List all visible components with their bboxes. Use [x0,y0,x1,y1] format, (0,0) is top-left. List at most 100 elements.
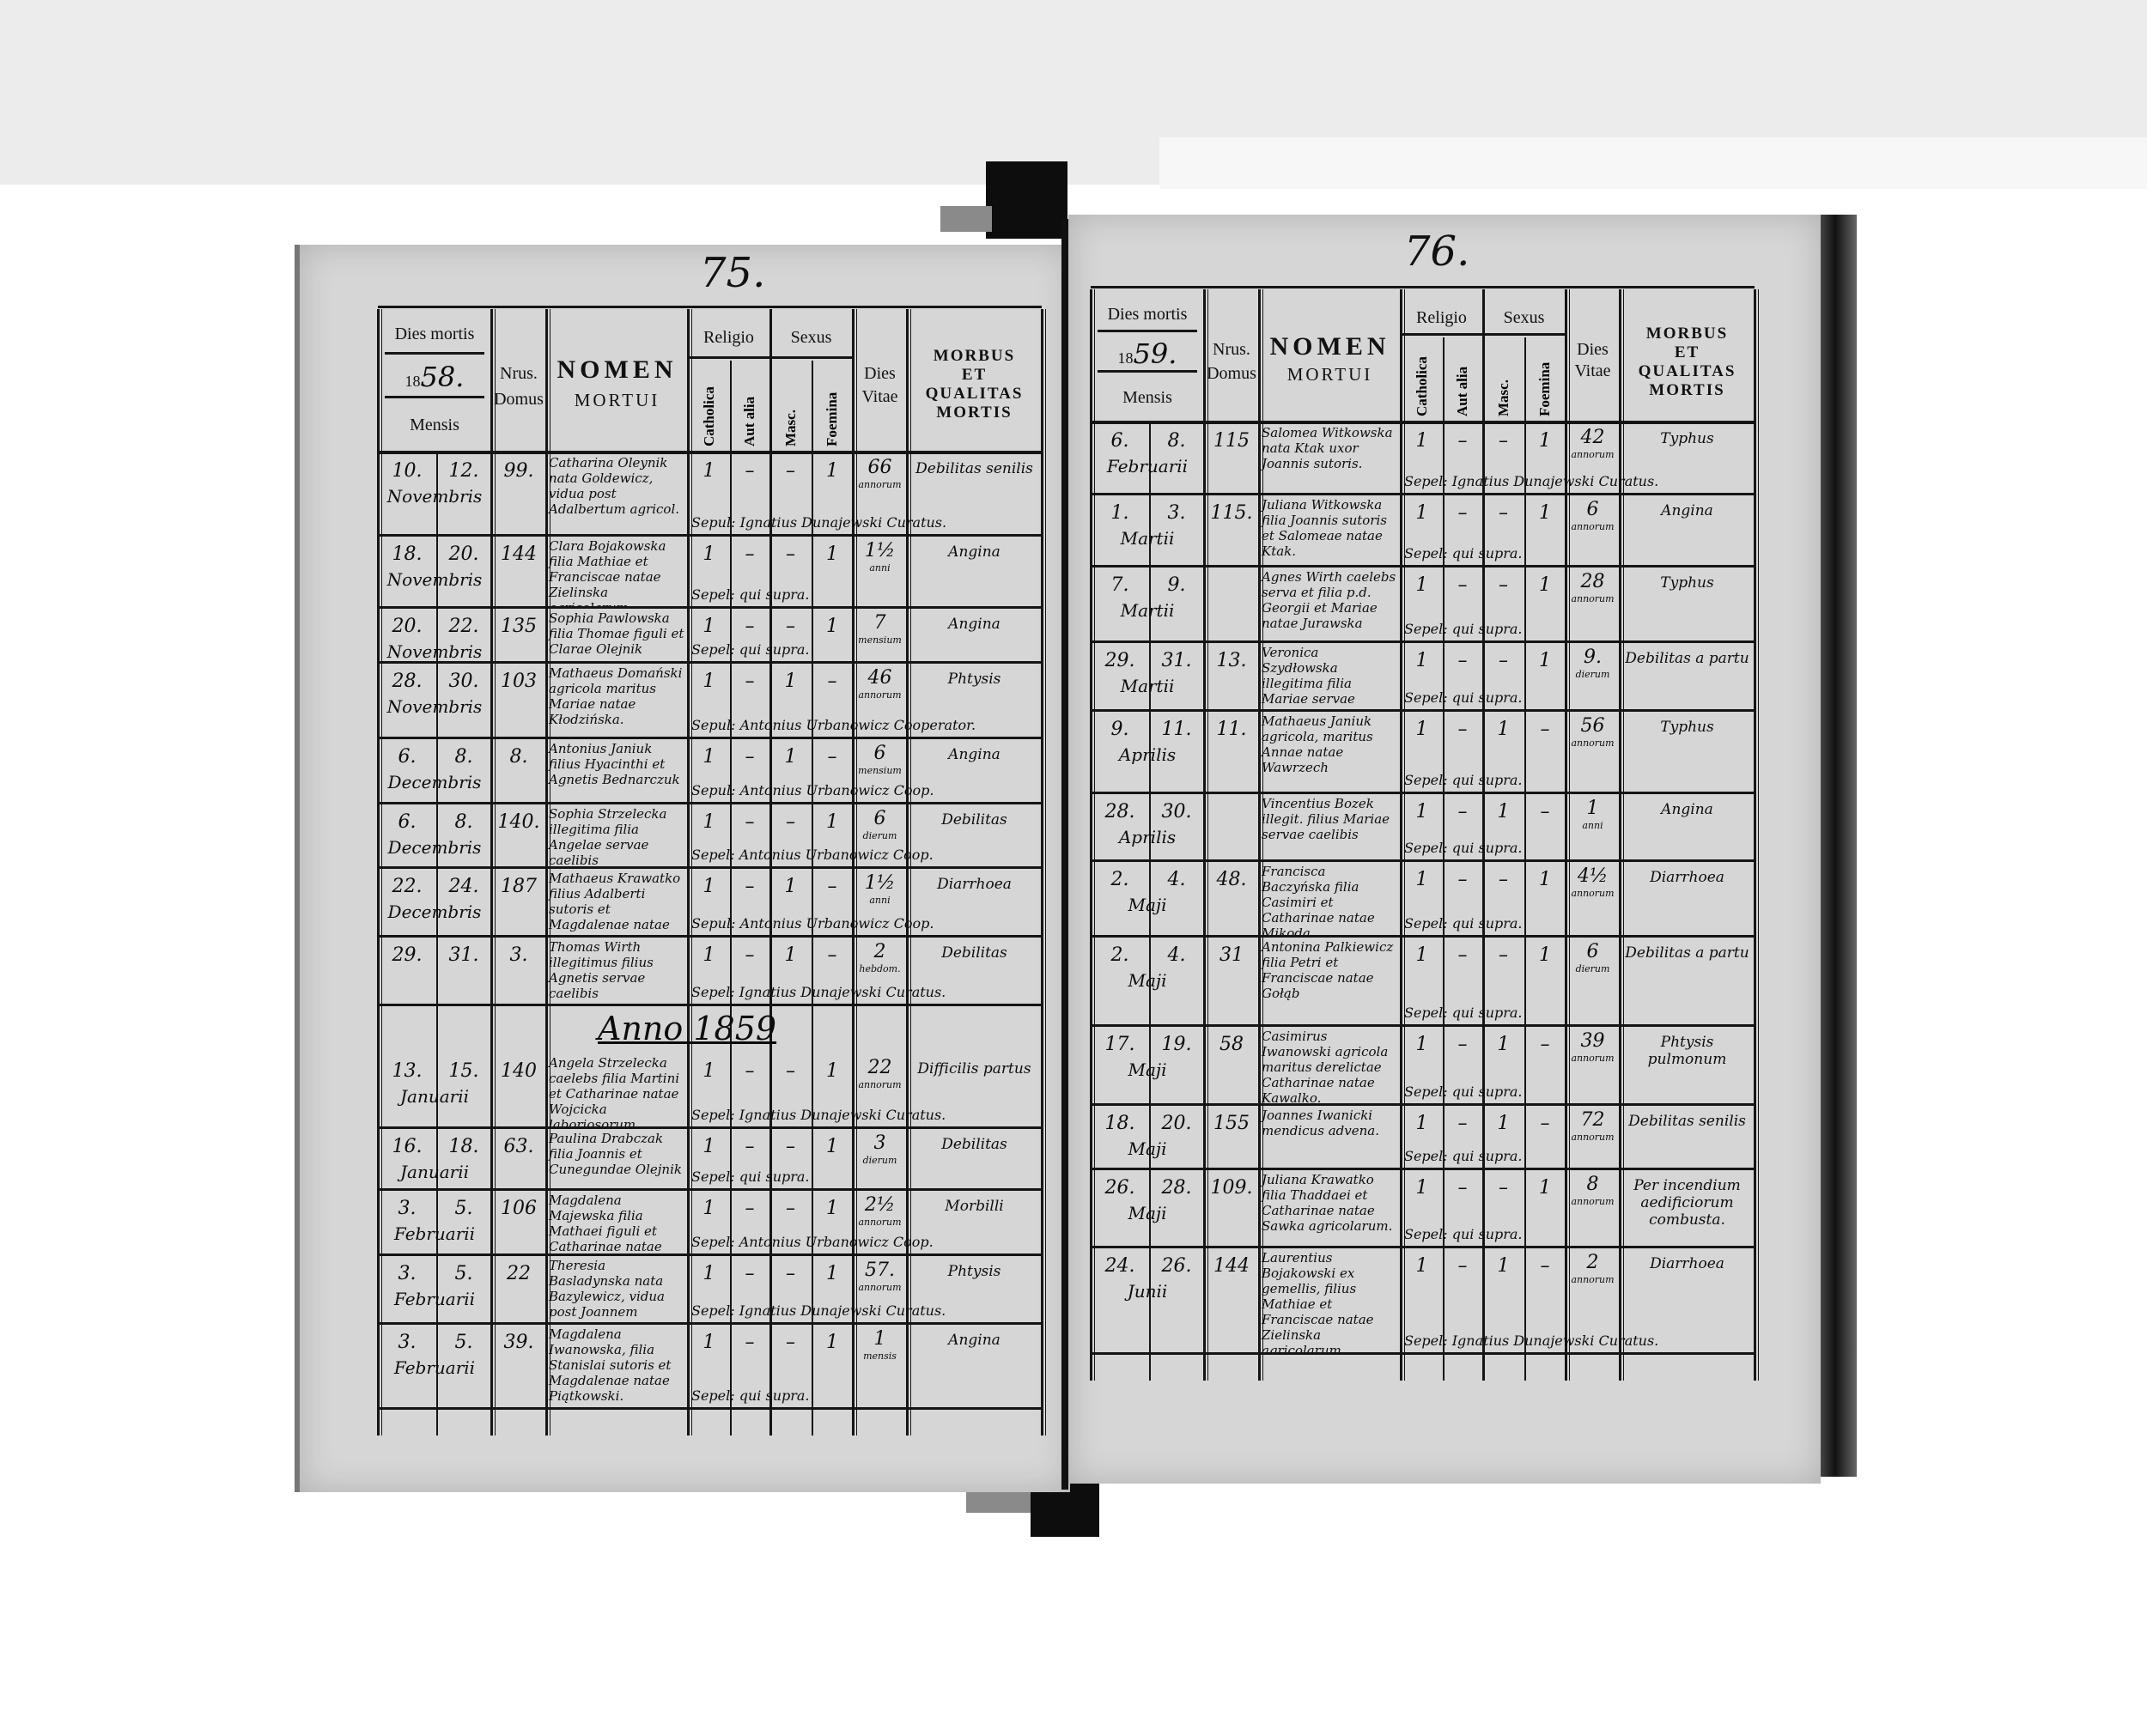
month: Februarii [393,1357,476,1378]
female-mark: 1 [826,811,838,833]
cause-of-death: Debilitas senilis [1628,1113,1746,1130]
age-unit: anni [869,895,891,906]
other-religion-mark: – [1457,1255,1468,1277]
age-unit: annorum [858,1282,902,1293]
deceased-name: Clara Bojakowska filia Mathiae et Franci… [549,538,666,606]
column-rule [856,309,857,1436]
age-unit: anni [869,562,891,574]
other-religion-mark: – [1457,574,1468,596]
column-rule [1090,289,1092,1381]
rule [378,453,1042,454]
column-rule [1482,289,1485,1381]
female-mark: 1 [826,1136,838,1157]
cause-of-death: Diarrhoea [1650,1255,1724,1272]
house-number: 109. [1210,1177,1253,1199]
male-mark: – [1499,430,1508,452]
house-number: 63. [503,1136,534,1157]
catholic-mark: 1 [1415,719,1428,740]
header-aut-alia: Aut alia [741,396,757,446]
male-mark: – [786,460,795,482]
other-religion-mark: – [1457,869,1468,890]
catholic-mark: 1 [702,746,715,768]
header-mortui: MORTUI [1286,364,1373,385]
female-mark: 1 [1539,650,1551,671]
age-unit: annorum [1571,1274,1615,1285]
male-mark: – [1499,1177,1508,1199]
day-of-death: 6. [398,746,417,768]
deceased-name: Agnes Wirth caelebs serva et filia p.d. … [1262,569,1396,631]
header-domus: Domus [494,390,544,410]
burial-note: Sepel: qui supra. [1404,1148,1523,1164]
day-of-burial: 31. [448,944,479,966]
day-of-burial: 30. [1161,801,1192,822]
day-of-death: 18. [392,543,423,565]
other-religion-mark: – [1457,719,1468,740]
header-year: 1858. [378,361,491,393]
burial-note: Sepel: qui supra. [1404,840,1523,856]
male-mark: – [1499,869,1508,890]
age-value: 6 [1586,941,1599,962]
day-of-death: 10. [392,460,423,482]
male-mark: 1 [1497,1034,1510,1055]
burial-note: Sepel: Ignatius Dunajewski Curatus. [691,984,946,1000]
age-unit: annorum [858,689,902,701]
rule [378,451,1042,453]
header-religio: Religio [1416,308,1467,327]
cause-of-death: Angina [1661,801,1713,818]
catholic-mark: 1 [1415,869,1428,890]
cause-of-death: Per incendium aedificiorum combusta. [1633,1177,1741,1229]
burial-note: Sepul: Antonius Urbanowicz Coop. [691,782,934,798]
deceased-name: Paulina Drabczak filia Joannis et Cunegu… [549,1131,682,1177]
male-mark: 1 [784,876,797,897]
rule [385,395,484,398]
rule [1091,286,1755,288]
female-mark: 1 [1539,869,1551,890]
table-row: 28. 30. Aprilis Vincentius Bozek illegit. f… [1091,794,1755,862]
house-number: 144 [501,543,537,565]
house-number: 3. [509,944,528,966]
catholic-mark: 1 [1415,1113,1428,1134]
female-mark: 1 [826,1332,838,1353]
day-of-death: 6. [1110,430,1129,452]
catholic-mark: 1 [702,1263,715,1284]
day-of-burial: 28. [1161,1177,1192,1199]
catholic-mark: 1 [1415,801,1428,822]
burial-note: Sepel: Ignatius Dunajewski Curatus. [1404,1332,1659,1349]
table-row: 18. 20. Maji 155 Joannes Iwanicki mendicus a… [1091,1106,1755,1170]
burial-note: Sepel: qui supra. [1404,621,1523,637]
header-et: ET [961,365,988,384]
day-of-burial: 4. [1167,869,1186,890]
day-of-death: 28. [1104,801,1135,822]
bookmark-ribbon-top [986,161,1067,239]
age-value: 2½ [864,1194,896,1216]
day-of-death: 2. [1110,869,1129,890]
age-value: 39 [1580,1030,1605,1052]
burial-note: Sepel: qui supra. [1404,1226,1523,1242]
catholic-mark: 1 [1415,574,1428,596]
table-row: 6. 8. Decembris 8. Antonius Janiuk filius Hy… [378,739,1042,804]
column-rule [1565,289,1567,1381]
deceased-name: Vincentius Bozek illegit. filius Mariae … [1262,796,1390,842]
male-mark: 1 [784,671,797,692]
register-table-right: Dies mortis 1859. Mensis Nrus. Domus NOMEN MOR… [1090,286,1759,1381]
age-value: 1½ [864,540,896,561]
month: Februarii [393,1223,476,1244]
male-mark: – [1499,650,1508,671]
rule [1091,421,1755,423]
age-unit: dierum [862,830,897,841]
header-mensis: Mensis [1122,388,1172,408]
table-row: 6. 8. Februarii 115 Salomea Witkowska nata K… [1091,423,1755,495]
month: Decembris [387,772,482,792]
age-unit: annorum [858,1079,902,1090]
age-value: 57. [865,1260,895,1281]
burial-note: Sepel: qui supra. [1404,1005,1523,1021]
day-of-burial: 5. [454,1198,473,1219]
deceased-name: Mathaeus Krawatko filius Adalberti sutor… [549,871,681,935]
female-mark: – [1540,1255,1550,1277]
burial-note: Sepel: qui supra. [691,1387,810,1404]
other-religion-mark: – [745,671,755,692]
month: Decembris [387,901,482,922]
age-unit: hebdom. [859,963,901,974]
age-unit: annorum [1571,888,1615,899]
day-of-burial: 26. [1161,1255,1192,1277]
